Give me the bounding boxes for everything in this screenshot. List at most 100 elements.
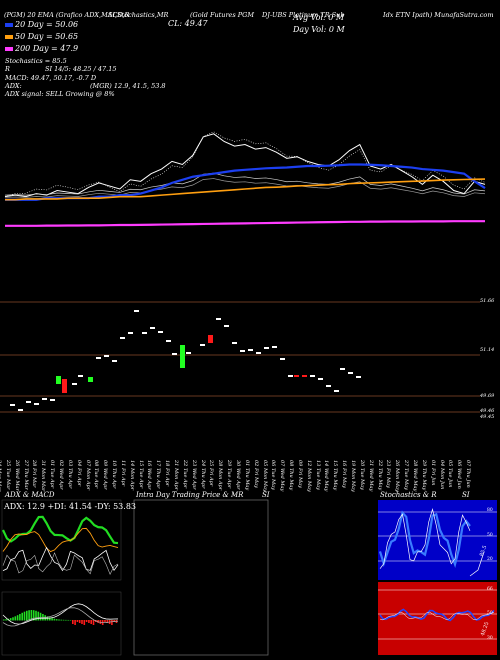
macd-hist-bar: [95, 620, 97, 621]
x-tick-label: 29 Tue Apr: [226, 460, 233, 489]
macd-hist-bar-neg: [95, 620, 97, 622]
candle-34: [280, 358, 285, 360]
macd-hist-bar: [5, 619, 7, 621]
candle-3: [34, 403, 39, 405]
ema20-swatch: [5, 23, 13, 27]
macd-hist-bar: [113, 620, 115, 621]
x-tick-label: 10 Thu Apr: [111, 460, 118, 489]
macd-hist-bar: [21, 612, 23, 621]
macd-hist-bar: [83, 619, 86, 621]
macd-hist-bar: [26, 610, 28, 621]
candle-20: [166, 340, 171, 342]
macd-hist-bar-neg: [92, 620, 95, 625]
macd-hist-bar: [49, 617, 51, 621]
macd-hist-bar: [78, 619, 81, 621]
macd-hist-bar-neg: [88, 620, 90, 623]
x-tick-label: 26 Mon May: [394, 460, 401, 492]
macd-hist-bar: [19, 613, 21, 621]
macd-hist-bar: [106, 620, 109, 621]
intra-panel-title: Intra Day Trading Price & MR: [136, 491, 244, 499]
legend-ema20: 20 Day = 50.06: [5, 20, 78, 29]
day-volume: Day Vol: 0 M: [293, 25, 345, 34]
legend-adx-signal: ADX signal: SELL Growing @ 8%: [5, 90, 115, 98]
x-tick-label: 28 Wed May: [411, 460, 418, 492]
x-tick-label: 21 Mon Apr: [173, 460, 179, 491]
stoch-tick-80: 80: [487, 508, 493, 513]
ylabel-2: 51.14: [480, 347, 495, 353]
x-tick-label: 31 Mon Mar: [40, 460, 47, 492]
candle-14: [120, 337, 125, 339]
x-tick-label: 04 Fri Apr: [75, 460, 82, 487]
candle-24: [200, 344, 205, 346]
rsi-tick-50: 50: [487, 611, 493, 616]
x-tick-label: 04 Mon Jun: [438, 460, 445, 490]
stoch-value: 85.5: [478, 544, 489, 558]
x-tick-label: 26 Wed Mar: [13, 460, 20, 491]
rsi-panel: [378, 582, 497, 655]
series-line-0: [4, 133, 486, 198]
macd-hist-bar: [97, 620, 99, 621]
x-tick-label: 06 Wed Jun: [456, 460, 463, 489]
x-tick-label: 19 Mon May: [350, 460, 356, 492]
ylabel-5: 49.45: [480, 414, 495, 420]
x-tick-label: 01 Fri Jun: [429, 460, 436, 486]
candle-11: [96, 357, 101, 359]
macd-hist-bar: [90, 620, 92, 621]
macd-hist-bar: [111, 620, 113, 621]
candle-12: [104, 355, 109, 357]
macd-hist-bar: [37, 611, 40, 621]
macd-hist-bar: [46, 616, 49, 621]
x-tick-label: 16 Wed Apr: [146, 460, 153, 490]
price-chart: [0, 131, 486, 413]
macd-hist-bar-neg: [83, 620, 86, 625]
macd-hist-bar: [30, 610, 33, 621]
candle-35: [288, 375, 293, 377]
header-title-3: (Gold Futures PGM: [190, 11, 255, 19]
x-tick-label: 21 Wed May: [367, 460, 374, 492]
macd-hist-bar: [16, 615, 19, 621]
stoch-tick-50: 50: [487, 533, 493, 538]
macd-hist-bar: [7, 618, 10, 621]
candle-19: [158, 331, 163, 333]
minus-di-line: [2, 527, 119, 553]
macd-hist-bar: [74, 619, 76, 621]
candle-2: [26, 401, 31, 403]
candle-39: [318, 378, 323, 380]
intra-panel-si: SI: [262, 491, 270, 499]
macd-hist-bar: [108, 620, 111, 621]
candle-4: [42, 398, 47, 400]
macd-hist-bar-neg: [72, 620, 74, 624]
macd-hist-bar-neg: [111, 620, 113, 625]
macd-hist-bar: [53, 618, 56, 621]
macd-hist-bar: [72, 619, 74, 621]
candle-13: [112, 360, 117, 362]
ema50-swatch: [5, 35, 13, 39]
macd-lines: [2, 603, 119, 627]
stoch-panel-si: SI: [462, 491, 470, 499]
x-tick-label: 25 Tue Mar: [4, 460, 11, 490]
macd-hist-bar-neg: [101, 620, 104, 625]
macd-hist-bar: [92, 620, 95, 621]
x-tick-label: 05 Mon May: [261, 460, 268, 492]
candle-41: [334, 390, 339, 392]
macd-hist-bar: [51, 618, 53, 621]
intraday-grid: [0, 301, 480, 413]
grey-band-line-2: [4, 178, 486, 198]
macd-hist-bar: [44, 615, 46, 621]
legend-rsi: SI 14/5: 48.25 / 47.15: [45, 65, 117, 73]
candle-37: [302, 375, 307, 377]
adx-line: [2, 546, 119, 572]
x-tick-label: 20 Tue May: [358, 460, 365, 490]
macd-hist-bar-neg: [99, 620, 102, 624]
plus-di-line: [2, 515, 119, 545]
series-line-2: [5, 178, 486, 201]
ema200-swatch: [5, 47, 13, 51]
macd-hist-bar: [81, 619, 83, 621]
legend-macd: MACD: 49.47, 50.17, -0.7 D: [5, 74, 97, 82]
rsi-value: 48.25: [479, 621, 491, 637]
candle-32: [264, 347, 269, 349]
x-tick-label: 06 Tue May: [270, 460, 277, 490]
macd-hist-bar: [88, 620, 90, 621]
x-tick-label: 23 Wed Apr: [190, 460, 197, 490]
macd-line: [2, 603, 119, 625]
